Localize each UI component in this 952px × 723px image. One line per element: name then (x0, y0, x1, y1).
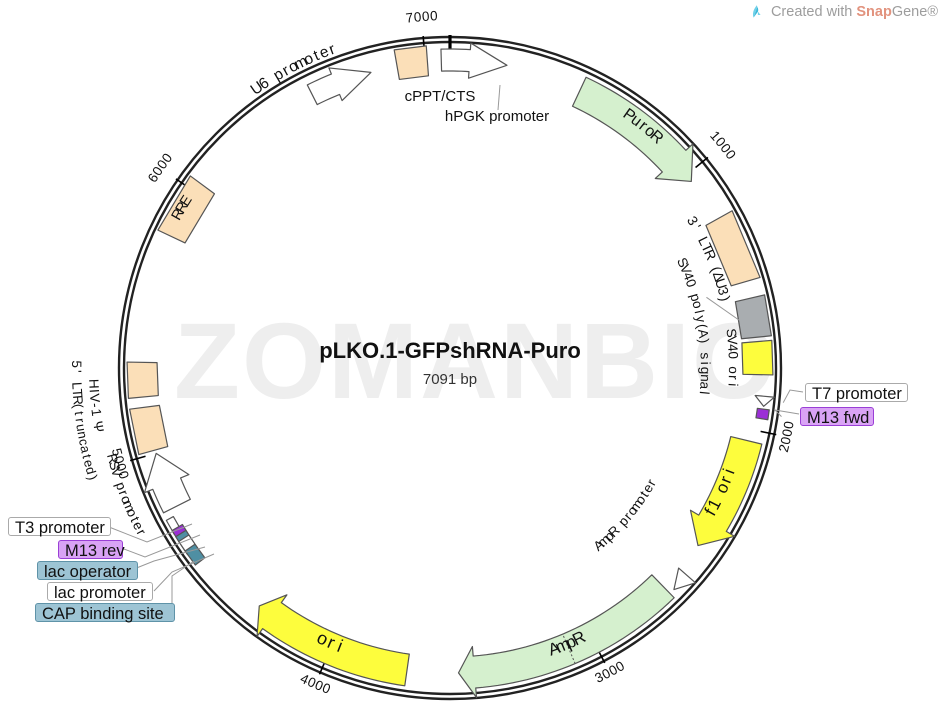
svg-text:): ) (696, 338, 711, 344)
svg-text:Ψ: Ψ (90, 420, 107, 434)
svg-text:hPGK promoter: hPGK promoter (445, 108, 549, 125)
svg-text:i: i (698, 362, 713, 365)
svg-text:s: s (698, 352, 713, 360)
svg-text:0: 0 (726, 351, 741, 359)
svg-text:(: ( (71, 403, 86, 409)
svg-text:5: 5 (69, 360, 84, 368)
svg-text:0: 0 (430, 8, 438, 23)
svg-text:7091 bp: 7091 bp (423, 371, 477, 388)
svg-text:cPPT/CTS: cPPT/CTS (405, 88, 476, 105)
svg-text:pLKO.1-GFPshRNA-Puro: pLKO.1-GFPshRNA-Puro (319, 338, 581, 363)
svg-text:0: 0 (421, 9, 430, 24)
svg-text:0: 0 (781, 420, 797, 430)
svg-text:l: l (697, 391, 712, 395)
svg-text:o: o (726, 366, 741, 374)
svg-text:a: a (697, 381, 713, 390)
svg-text:t: t (72, 410, 87, 416)
svg-text:H: H (86, 379, 101, 389)
svg-text:1: 1 (88, 408, 104, 417)
svg-text:r: r (726, 375, 741, 380)
svg-text:': ' (69, 370, 84, 373)
svg-text:i: i (725, 383, 740, 387)
